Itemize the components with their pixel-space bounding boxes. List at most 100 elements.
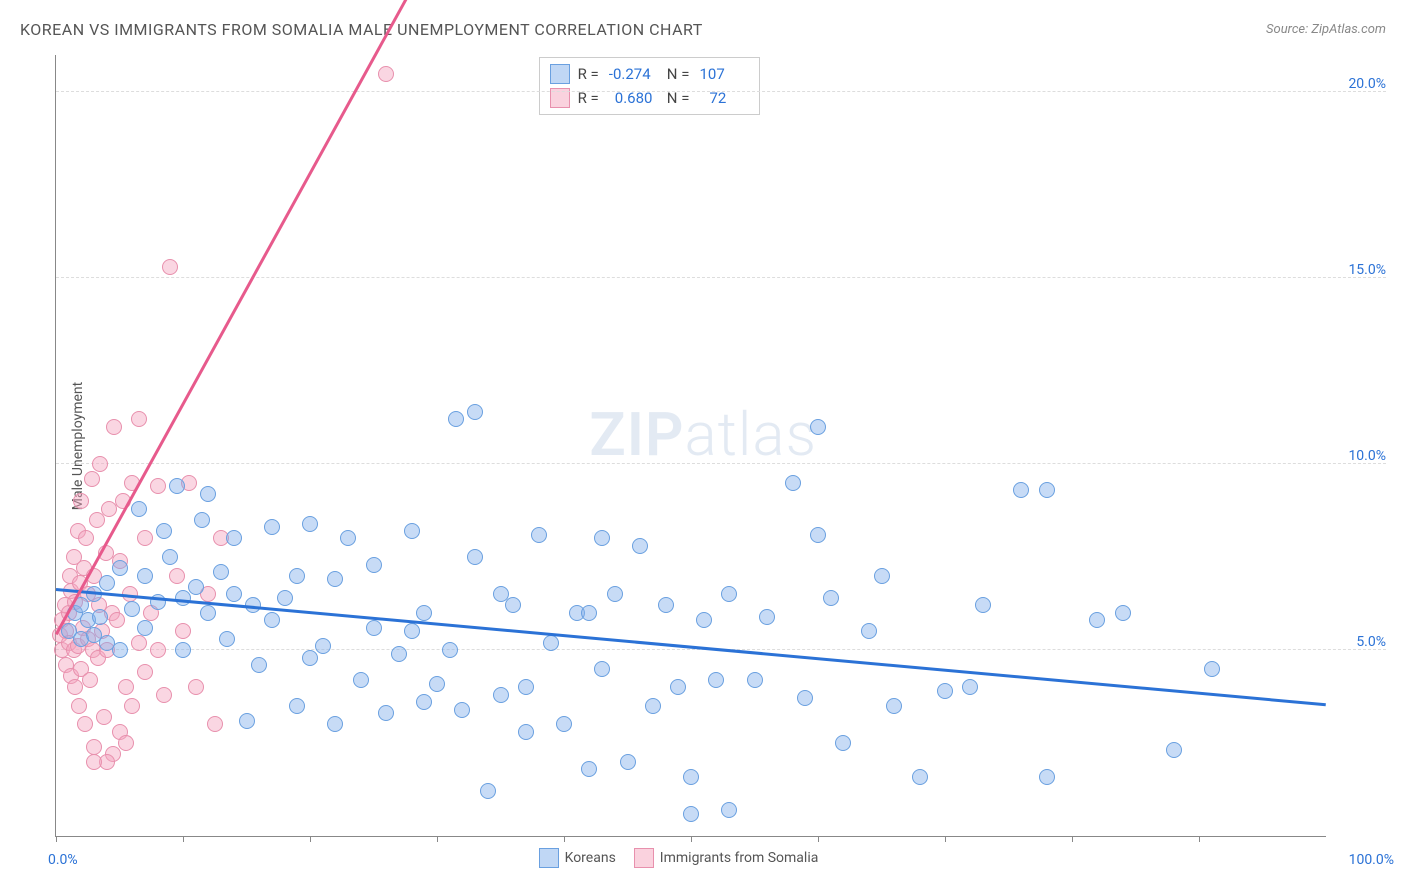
- data-point-korean: [264, 612, 280, 628]
- data-point-korean: [188, 579, 204, 595]
- data-point-korean: [467, 404, 483, 420]
- y-tick-label: 20.0%: [1331, 76, 1386, 92]
- data-point-korean: [670, 679, 686, 695]
- data-point-korean: [289, 698, 305, 714]
- data-point-somalia: [118, 679, 134, 695]
- r-value-blue: -0.274: [609, 65, 659, 83]
- chart-area: ZIPatlas Male Unemployment 0.0% 100.0% R…: [55, 55, 1326, 837]
- data-point-korean: [219, 631, 235, 647]
- data-point-korean: [518, 724, 534, 740]
- data-point-korean: [683, 806, 699, 822]
- data-point-somalia: [77, 716, 93, 732]
- y-axis-title: Male Unemployment: [70, 381, 86, 509]
- data-point-korean: [391, 646, 407, 662]
- data-point-korean: [1013, 482, 1029, 498]
- data-point-korean: [156, 523, 172, 539]
- data-point-korean: [912, 769, 928, 785]
- data-point-korean: [404, 523, 420, 539]
- data-point-korean: [137, 620, 153, 636]
- data-point-korean: [404, 623, 420, 639]
- data-point-korean: [531, 527, 547, 543]
- data-point-korean: [556, 716, 572, 732]
- data-point-korean: [835, 735, 851, 751]
- data-point-somalia: [71, 698, 87, 714]
- data-point-somalia: [378, 66, 394, 82]
- data-point-somalia: [188, 679, 204, 695]
- data-point-korean: [112, 642, 128, 658]
- data-point-korean: [366, 557, 382, 573]
- data-point-somalia: [86, 754, 102, 770]
- data-point-korean: [92, 609, 108, 625]
- data-point-korean: [886, 698, 902, 714]
- x-tick: [310, 836, 311, 842]
- data-point-somalia: [84, 471, 100, 487]
- data-point-korean: [785, 475, 801, 491]
- x-axis-min-label: 0.0%: [48, 852, 78, 868]
- data-point-korean: [581, 605, 597, 621]
- x-tick: [1072, 836, 1073, 842]
- source-attribution: Source: ZipAtlas.com: [1266, 22, 1386, 37]
- data-point-korean: [416, 694, 432, 710]
- data-point-korean: [175, 590, 191, 606]
- data-point-korean: [1204, 661, 1220, 677]
- data-point-korean: [1039, 769, 1055, 785]
- x-tick: [564, 836, 565, 842]
- data-point-korean: [226, 586, 242, 602]
- data-point-korean: [429, 676, 445, 692]
- data-point-korean: [99, 575, 115, 591]
- data-point-korean: [213, 564, 229, 580]
- data-point-korean: [620, 754, 636, 770]
- data-point-korean: [607, 586, 623, 602]
- data-point-korean: [721, 802, 737, 818]
- data-point-korean: [448, 411, 464, 427]
- data-point-somalia: [137, 664, 153, 680]
- data-point-somalia: [73, 493, 89, 509]
- data-point-korean: [810, 419, 826, 435]
- data-point-korean: [131, 501, 147, 517]
- data-point-korean: [493, 687, 509, 703]
- data-point-korean: [162, 549, 178, 565]
- data-point-korean: [1115, 605, 1131, 621]
- gridline: [56, 277, 1386, 278]
- y-tick-label: 15.0%: [1331, 262, 1386, 278]
- data-point-korean: [747, 672, 763, 688]
- data-point-korean: [327, 716, 343, 732]
- data-point-korean: [632, 538, 648, 554]
- data-point-korean: [594, 661, 610, 677]
- data-point-korean: [200, 486, 216, 502]
- data-point-korean: [581, 761, 597, 777]
- data-point-korean: [366, 620, 382, 636]
- swatch-pink-icon: [634, 848, 654, 868]
- data-point-korean: [810, 527, 826, 543]
- x-tick: [183, 836, 184, 842]
- data-point-korean: [543, 635, 559, 651]
- data-point-somalia: [124, 698, 140, 714]
- x-tick: [818, 836, 819, 842]
- data-point-korean: [759, 609, 775, 625]
- data-point-korean: [137, 568, 153, 584]
- y-tick-label: 5.0%: [1331, 634, 1386, 650]
- data-point-somalia: [78, 530, 94, 546]
- data-point-korean: [861, 623, 877, 639]
- trendline-somalia: [55, 0, 438, 635]
- data-point-korean: [797, 690, 813, 706]
- data-point-somalia: [96, 709, 112, 725]
- data-point-korean: [251, 657, 267, 673]
- data-point-korean: [505, 597, 521, 613]
- data-point-korean: [169, 478, 185, 494]
- data-point-korean: [302, 650, 318, 666]
- data-point-korean: [1039, 482, 1055, 498]
- data-point-korean: [454, 702, 470, 718]
- legend-item-koreans: Koreans: [539, 848, 616, 868]
- data-point-somalia: [67, 679, 83, 695]
- data-point-somalia: [137, 530, 153, 546]
- data-point-korean: [874, 568, 890, 584]
- legend: Koreans Immigrants from Somalia: [539, 848, 819, 868]
- data-point-korean: [378, 705, 394, 721]
- x-tick: [945, 836, 946, 842]
- watermark: ZIPatlas: [589, 399, 817, 470]
- data-point-somalia: [169, 568, 185, 584]
- data-point-korean: [353, 672, 369, 688]
- data-point-somalia: [109, 612, 125, 628]
- data-point-korean: [467, 549, 483, 565]
